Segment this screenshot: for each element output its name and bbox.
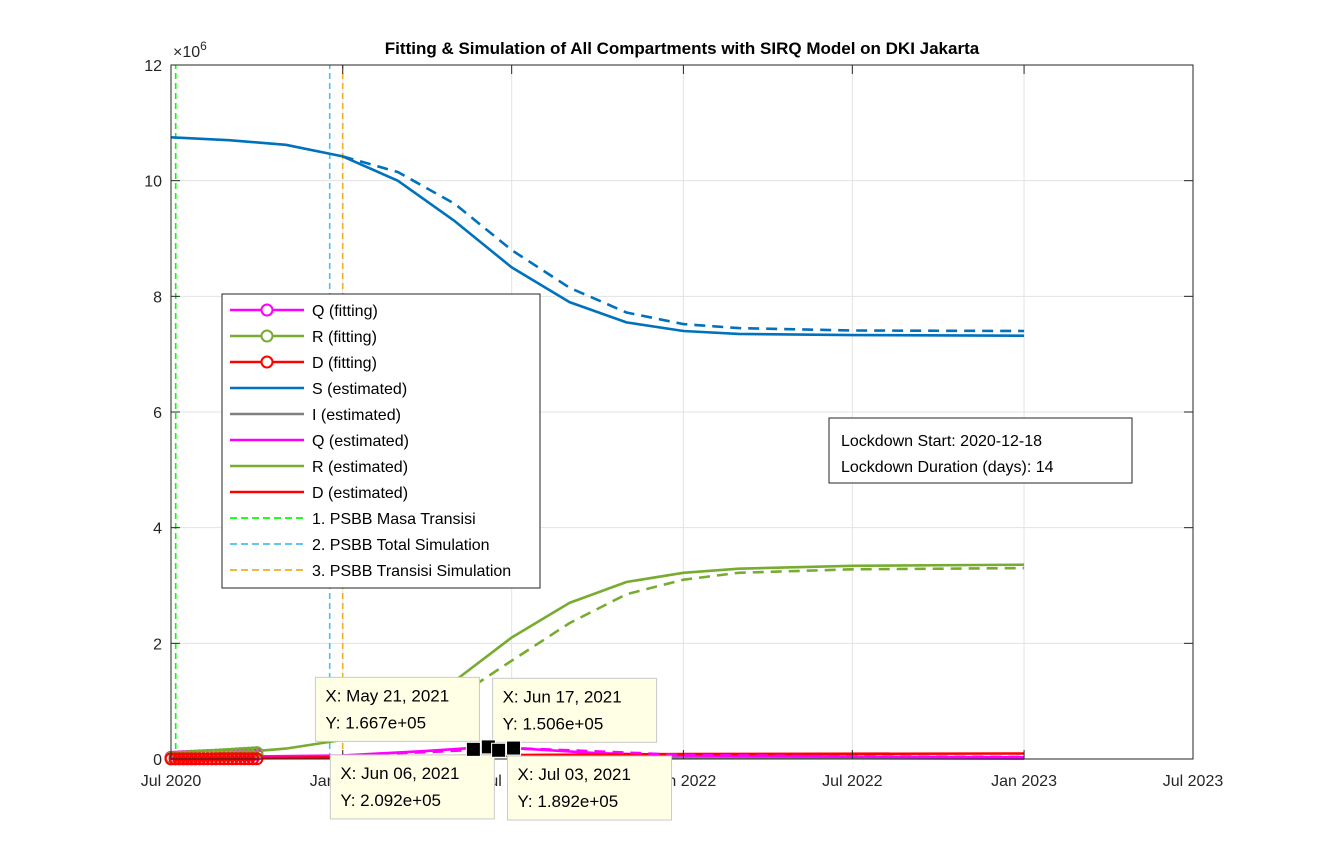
legend-label: S (estimated) <box>312 381 407 398</box>
datatip-y-label: Y: 2.092e+05 <box>340 791 441 810</box>
x-tick-label: Jan 2023 <box>991 773 1057 790</box>
annotation-line-1: Lockdown Start: 2020-12-18 <box>841 433 1042 450</box>
legend-marker <box>260 355 274 369</box>
legend-label: 1. PSBB Masa Transisi <box>312 511 476 528</box>
legend-item: I (estimated) <box>230 407 401 424</box>
line-simulation-12 <box>342 566 1025 742</box>
legend-label: R (estimated) <box>312 459 408 476</box>
line-r-estimated <box>170 563 1025 758</box>
axis-ticks <box>170 64 1194 760</box>
legend-label: 3. PSBB Transisi Simulation <box>312 563 511 580</box>
series-lines <box>170 136 1025 761</box>
x-tick-label: Jul 2022 <box>822 773 883 790</box>
legend-item: R (fitting) <box>230 329 377 346</box>
x-tick-label: Jul 2023 <box>1163 773 1224 790</box>
y-exponent-label: ×106 <box>173 39 207 61</box>
legend-label: D (estimated) <box>312 485 408 502</box>
x-tick-label: Jul 2020 <box>141 773 202 790</box>
datatip-box <box>329 754 495 820</box>
legend-marker <box>260 303 274 317</box>
legend-item: 3. PSBB Transisi Simulation <box>230 563 511 580</box>
legend-item: 2. PSBB Total Simulation <box>230 537 490 554</box>
legend-label: R (fitting) <box>312 329 377 346</box>
datatip-x-label: X: Jun 17, 2021 <box>503 687 622 706</box>
legend-label: I (estimated) <box>312 407 401 424</box>
datatip-y-label: Y: 1.667e+05 <box>325 713 426 732</box>
y-tick-label: 4 <box>153 521 162 538</box>
line-s-estimated <box>170 136 1025 337</box>
y-tick-label: 6 <box>153 405 162 422</box>
datatip-box <box>314 676 480 742</box>
y-tick-labels: 0 2 4 6 8 10 12 <box>144 58 162 769</box>
datatip-x-label: X: May 21, 2021 <box>325 686 449 705</box>
datatip-x-label: X: Jun 06, 2021 <box>340 764 459 783</box>
datatip-box <box>507 755 673 821</box>
y-tick-label: 12 <box>144 58 162 75</box>
legend-label: Q (fitting) <box>312 303 378 320</box>
legend-item: D (estimated) <box>230 485 408 502</box>
legend: Q (fitting) R (fitting) D (fitting) S (esti… <box>221 293 541 589</box>
legend-item: D (fitting) <box>230 355 377 372</box>
datatip-x-label: X: Jul 03, 2021 <box>518 765 631 784</box>
legend-label: D (fitting) <box>312 355 377 372</box>
y-tick-label: 8 <box>153 289 162 306</box>
datatip[interactable]: X: Jun 06, 2021 Y: 2.092e+05 <box>329 754 495 820</box>
line-simulation-11 <box>342 155 1025 333</box>
datatips: X: May 21, 2021 Y: 1.667e+05 X: Jun 06, 20… <box>314 676 673 821</box>
lockdown-annotation: Lockdown Start: 2020-12-18 Lockdown Dura… <box>828 417 1133 484</box>
datatip-y-label: Y: 1.892e+05 <box>518 792 619 811</box>
datatip-marker[interactable] <box>491 742 507 758</box>
legend-item: Q (estimated) <box>230 433 409 450</box>
legend-item: S (estimated) <box>230 381 407 398</box>
legend-label: Q (estimated) <box>312 433 409 450</box>
datatip[interactable]: X: Jul 03, 2021 Y: 1.892e+05 <box>507 755 673 821</box>
datatip[interactable]: X: Jun 17, 2021 Y: 1.506e+05 <box>492 677 658 743</box>
legend-label: 2. PSBB Total Simulation <box>312 537 490 554</box>
y-tick-label: 10 <box>144 174 162 191</box>
y-tick-label: 0 <box>153 752 162 769</box>
chart-title: Fitting & Simulation of All Compartments… <box>385 39 980 58</box>
legend-item: R (estimated) <box>230 459 408 476</box>
legend-marker <box>260 329 274 343</box>
datatip[interactable]: X: May 21, 2021 Y: 1.667e+05 <box>314 676 480 742</box>
legend-item: 1. PSBB Masa Transisi <box>230 511 476 528</box>
annotation-box <box>828 417 1133 484</box>
y-tick-label: 2 <box>153 636 162 653</box>
line-simulation-13 <box>342 746 1025 759</box>
annotation-line-2: Lockdown Duration (days): 14 <box>841 459 1054 476</box>
datatip-marker[interactable] <box>465 741 481 757</box>
legend-item: Q (fitting) <box>230 303 378 320</box>
datatip-box <box>492 677 658 743</box>
datatip-marker[interactable] <box>506 740 522 756</box>
datatip-y-label: Y: 1.506e+05 <box>503 714 604 733</box>
